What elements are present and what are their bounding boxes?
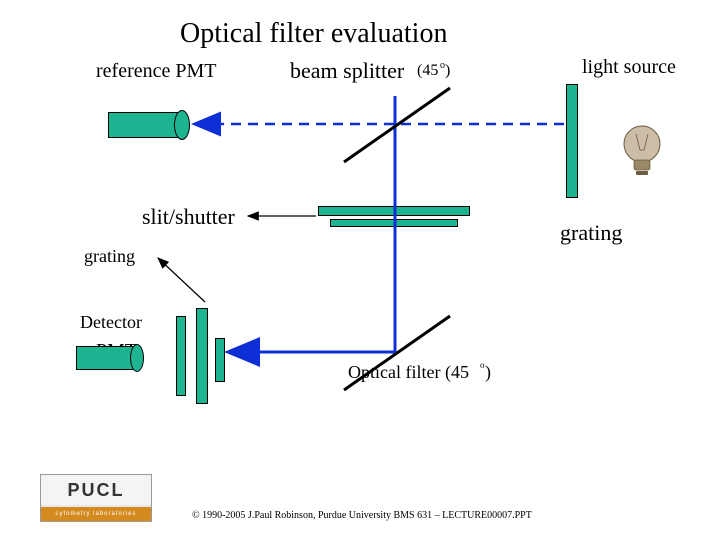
label-optical-filter-o: o [480, 360, 485, 370]
reference-pmt-ring [174, 110, 190, 140]
grating-lower-mid [196, 308, 208, 404]
label-beam-splitter-deg: (45 [417, 62, 438, 80]
logo-top-text: PUCL [41, 475, 151, 505]
label-reference-pmt: reference PMT [96, 60, 217, 83]
grating-lower-right [215, 338, 225, 382]
grating-lower-left [176, 316, 186, 396]
label-grating-left: grating [84, 246, 135, 267]
logo-bottom-text: cytometry laboratories [41, 507, 151, 521]
label-beam-splitter-close: ) [445, 62, 450, 80]
grating-center-bottom [330, 219, 458, 227]
beam-splitter-line [344, 88, 450, 162]
label-optical-filter: Optical filter (45 [348, 362, 469, 383]
label-optical-filter-close: ) [485, 362, 491, 383]
label-beam-splitter: beam splitter [290, 58, 404, 84]
light-source-bar [566, 84, 578, 198]
label-grating-right: grating [560, 220, 622, 246]
footer-text: © 1990-2005 J.Paul Robinson, Purdue Univ… [192, 510, 532, 521]
label-detector: Detector [80, 312, 142, 333]
lightbulb-icon [624, 126, 660, 175]
page-title: Optical filter evaluation [180, 18, 447, 50]
grating-left-arrow [158, 258, 205, 302]
detector-pmt-body [76, 346, 138, 370]
logo: PUCL cytometry laboratories [40, 474, 152, 522]
grating-center-top [318, 206, 470, 216]
reference-pmt-body [108, 112, 182, 138]
label-slit-shutter: slit/shutter [142, 204, 235, 230]
detector-pmt-ring [130, 344, 144, 372]
label-light-source: light source [582, 56, 676, 79]
